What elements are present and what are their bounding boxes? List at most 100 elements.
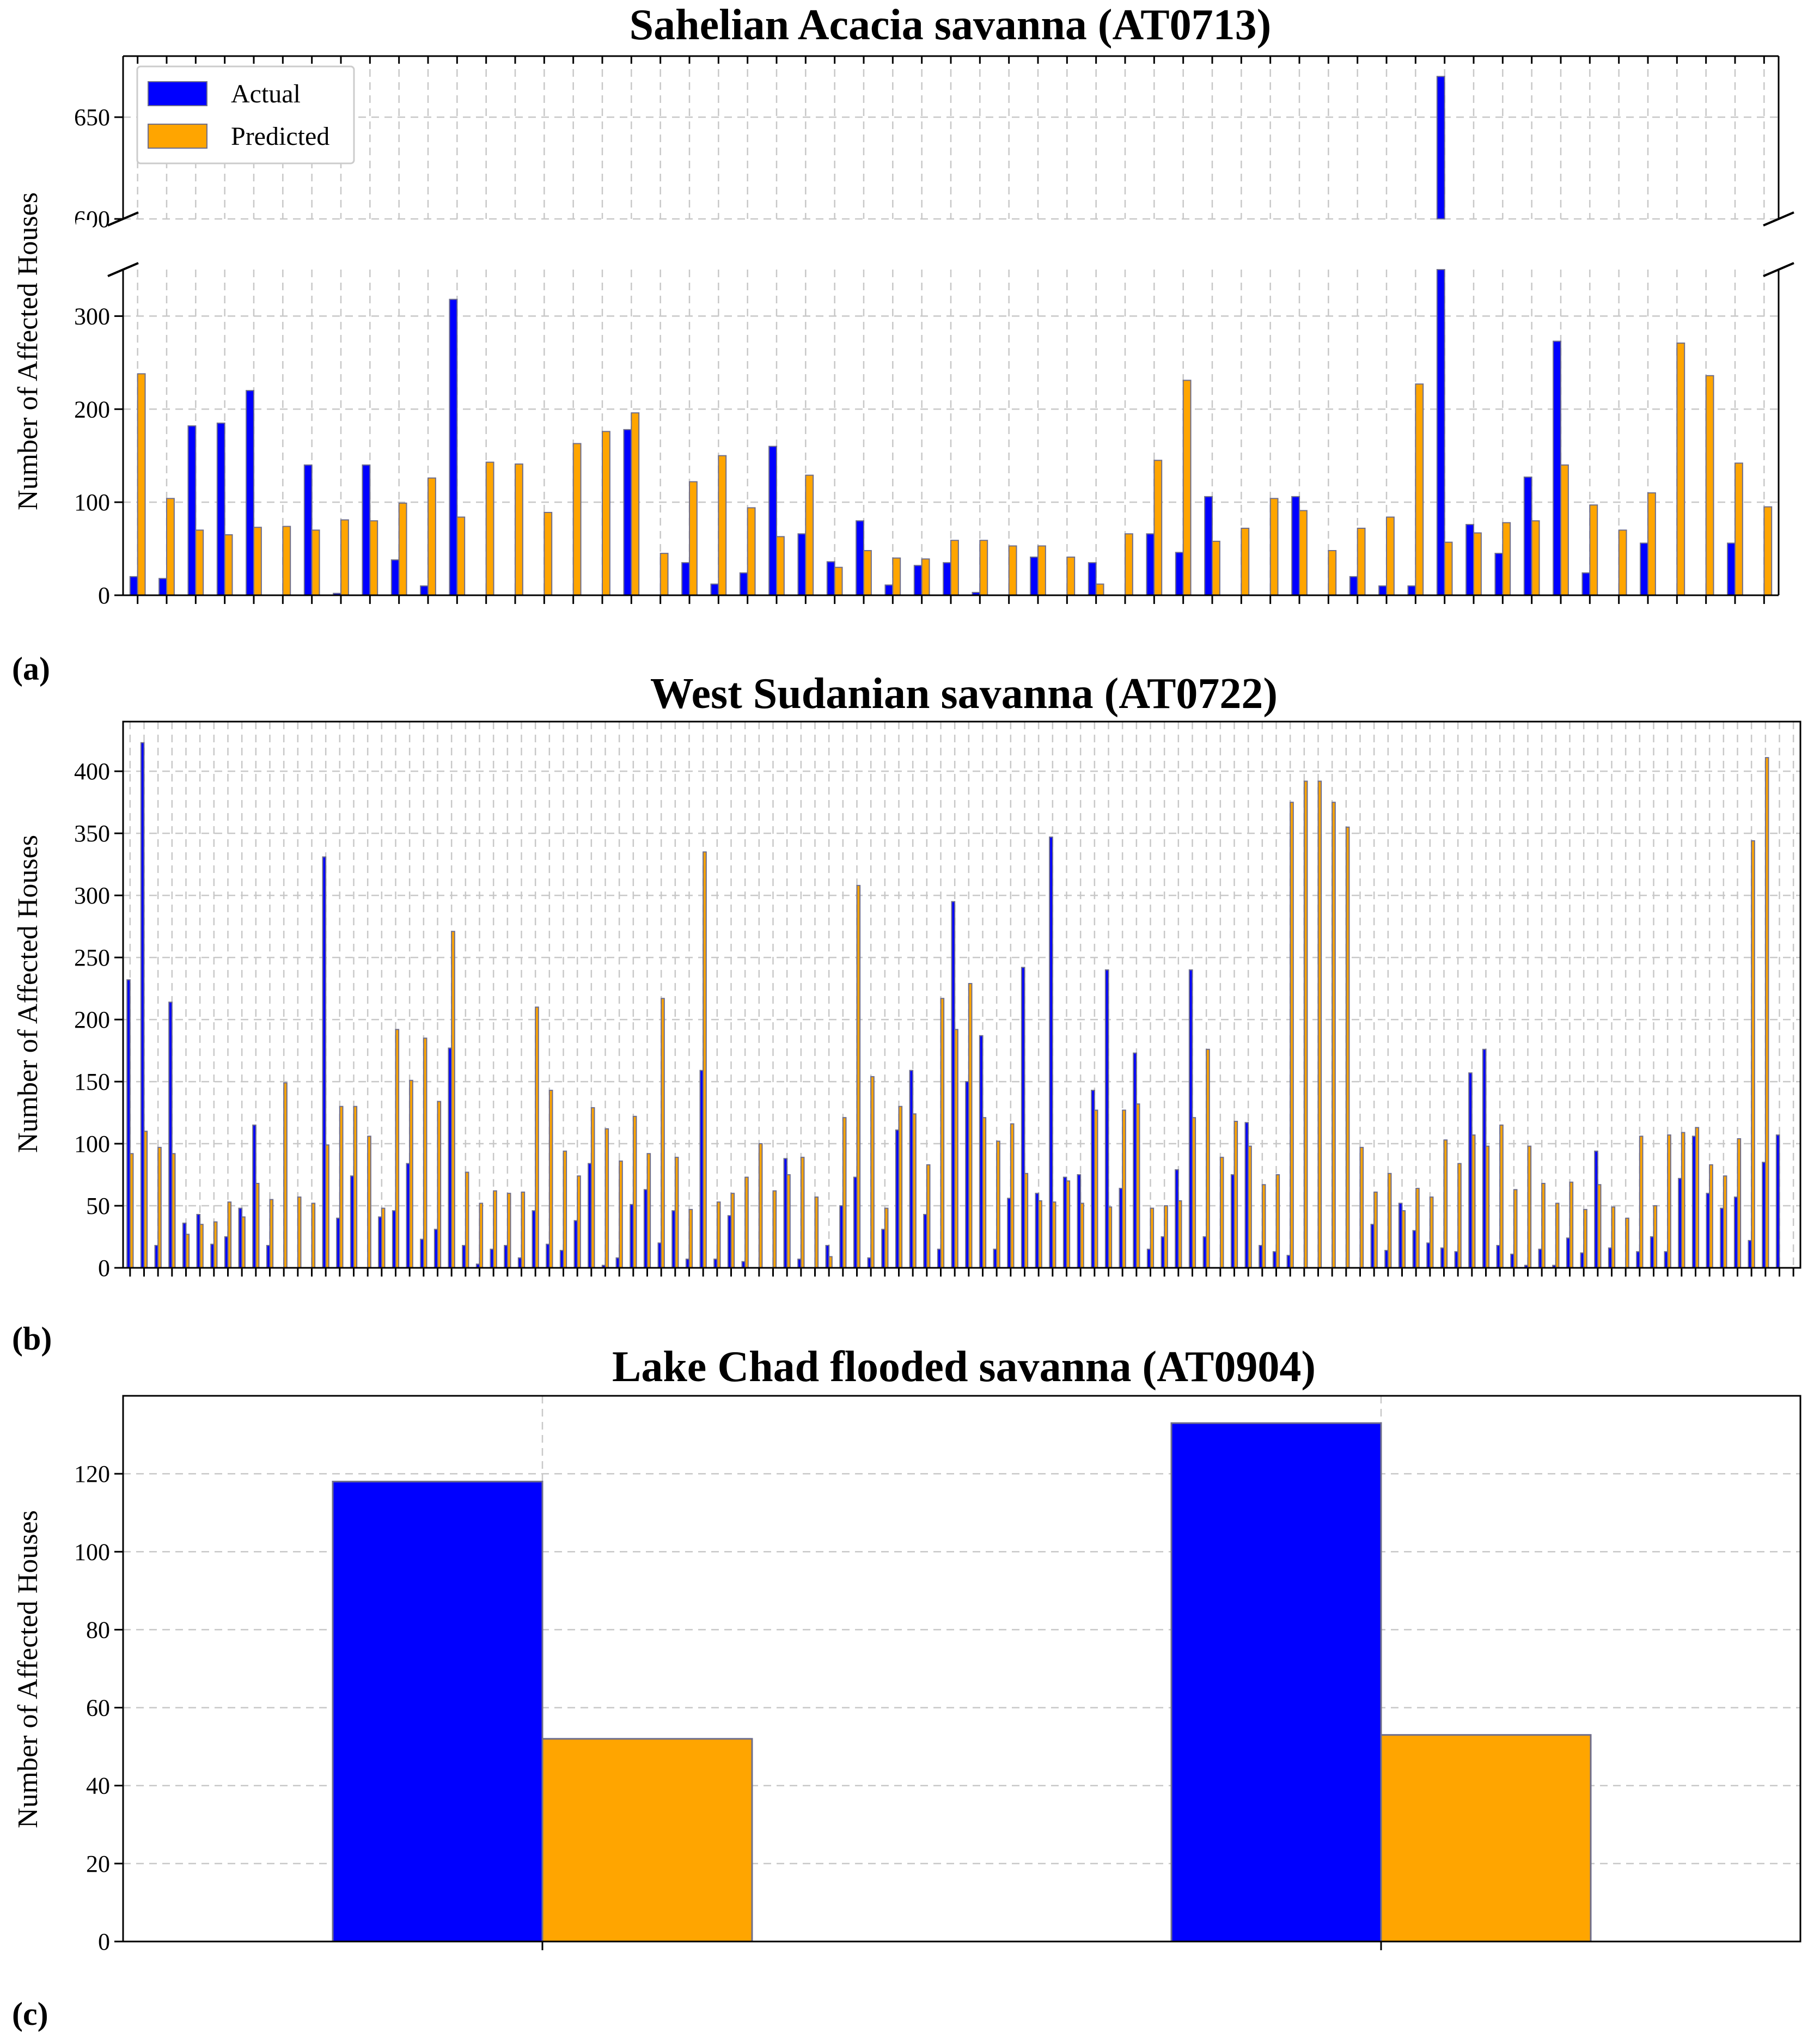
- bar-predicted: [253, 527, 262, 596]
- bar-predicted: [241, 1216, 246, 1268]
- bar-actual: [246, 390, 254, 596]
- gridlines-b: [123, 722, 1800, 1269]
- bar-predicted: [548, 1090, 553, 1269]
- bar-predicted: [339, 1106, 344, 1268]
- bar-predicted: [1038, 1200, 1042, 1268]
- bar-predicted: [353, 1106, 358, 1268]
- bar-predicted: [1150, 1207, 1155, 1268]
- bar-predicted: [1094, 1109, 1098, 1268]
- bar-actual: [1640, 542, 1648, 596]
- bar-predicted: [898, 1106, 903, 1268]
- bar-predicted: [1513, 1189, 1518, 1269]
- bar-actual: [1523, 477, 1532, 596]
- bar-actual: [1581, 572, 1591, 596]
- axis-break-mark: [1763, 262, 1794, 277]
- bar-actual: [362, 464, 371, 596]
- bar-predicted: [1560, 464, 1569, 596]
- bar-predicted: [543, 511, 553, 596]
- bar-predicted: [340, 519, 349, 596]
- y-tick-label: 60: [86, 1695, 110, 1721]
- bar-predicted: [921, 558, 930, 596]
- y-tick-label: 100: [74, 1131, 110, 1157]
- bar-predicted: [395, 1029, 400, 1268]
- bar-predicted: [506, 1193, 511, 1269]
- axes-b: 0 50 100 150 200 250 300 350 400: [74, 721, 1801, 1281]
- bar-actual: [710, 583, 719, 596]
- legend-actual-swatch: [148, 81, 207, 106]
- bar-predicted: [1681, 1132, 1685, 1268]
- bar-predicted: [982, 1117, 987, 1269]
- bar-predicted: [912, 1113, 917, 1268]
- bar-predicted: [834, 566, 843, 596]
- bar-predicted: [1583, 1208, 1587, 1268]
- bar-actual: [390, 559, 400, 596]
- bar-actual: [449, 298, 458, 596]
- bar-predicted: [870, 1076, 875, 1268]
- bar-predicted: [590, 1107, 595, 1268]
- bar-predicted: [996, 1140, 1000, 1268]
- bar-predicted: [283, 1082, 288, 1269]
- bar-predicted: [1499, 1124, 1504, 1269]
- bar-predicted: [515, 463, 523, 596]
- bar-predicted: [1248, 1145, 1252, 1268]
- y-axis-label-a: Number of Affected Houses: [13, 192, 44, 510]
- bar-actual: [158, 578, 167, 596]
- bar-predicted: [427, 477, 436, 596]
- bar-predicted: [1192, 1117, 1196, 1269]
- y-tick-label: 0: [98, 1928, 110, 1955]
- bar-predicted: [129, 1153, 134, 1268]
- bar-predicted: [1485, 1145, 1490, 1268]
- bar-predicted: [456, 516, 466, 596]
- bar-predicted: [968, 982, 973, 1269]
- bar-actual: [1378, 585, 1387, 596]
- bar-predicted: [842, 1117, 847, 1269]
- bar-predicted: [213, 1221, 218, 1268]
- bar-predicted: [954, 1029, 958, 1268]
- bar-actual: [332, 1480, 543, 1943]
- bar-predicted: [828, 1256, 833, 1269]
- panel-label-a: (a): [12, 651, 50, 687]
- bar-predicted: [166, 498, 175, 596]
- bar-predicted: [1541, 1182, 1546, 1269]
- bar-predicted: [1233, 1121, 1238, 1269]
- bar-predicted: [1569, 1181, 1574, 1269]
- bar-predicted: [1589, 504, 1598, 596]
- bar-predicted: [1737, 1138, 1742, 1268]
- bar-predicted: [479, 1202, 484, 1268]
- bar-predicted: [157, 1146, 162, 1268]
- bar-predicted: [572, 443, 582, 596]
- bar-predicted: [863, 550, 872, 596]
- bar-predicted: [776, 536, 785, 596]
- bar-predicted: [269, 1199, 274, 1268]
- bar-predicted: [716, 1201, 721, 1268]
- bar-predicted: [465, 1171, 469, 1269]
- bar-predicted: [1751, 840, 1755, 1268]
- y-tick-label: 0: [98, 1255, 110, 1281]
- bar-predicted: [1212, 540, 1220, 596]
- bar-predicted: [423, 1037, 427, 1268]
- bar-predicted: [535, 1006, 539, 1268]
- bar-predicted: [979, 540, 988, 596]
- y-tick-label: 300: [74, 882, 110, 909]
- bar-predicted: [1709, 1164, 1713, 1268]
- bar-actual: [1170, 1422, 1382, 1943]
- bar-predicted: [1328, 550, 1337, 596]
- bar-actual: [1727, 542, 1736, 596]
- bar-predicted: [381, 1207, 386, 1268]
- bar-predicted: [1206, 1048, 1210, 1269]
- chart-title-c: Lake Chad flooded savanna (AT0904): [612, 1343, 1316, 1391]
- bar-predicted: [1735, 462, 1743, 596]
- bar-actual: [797, 533, 807, 596]
- bar-predicted: [1429, 1196, 1434, 1269]
- bar-predicted: [602, 431, 610, 596]
- bar-predicted: [367, 1135, 371, 1268]
- y-tick-label: 200: [74, 1006, 110, 1033]
- bar-predicted: [1153, 460, 1163, 596]
- bar-actual: [856, 520, 864, 596]
- bar-predicted: [950, 540, 959, 596]
- bar-predicted: [884, 1207, 889, 1268]
- bar-predicted: [1502, 522, 1511, 596]
- chart-title-b: West Sudanian savanna (AT0722): [650, 670, 1278, 718]
- bar-predicted: [1164, 1205, 1168, 1268]
